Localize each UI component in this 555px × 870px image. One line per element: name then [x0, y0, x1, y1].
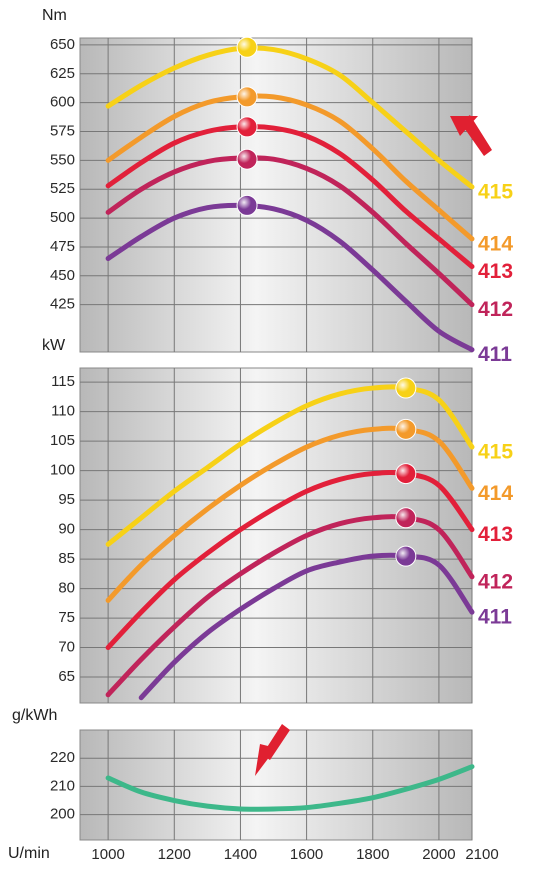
line	[105, 155, 475, 308]
series-label: 413	[478, 260, 513, 283]
peak-shine	[237, 195, 258, 216]
x-tick-label: 1800	[356, 846, 389, 863]
series-label: 414	[478, 232, 513, 255]
y-tick-label: 90	[58, 521, 75, 538]
y-tick-label: 450	[50, 267, 75, 284]
line	[105, 764, 475, 812]
series-label: 415	[478, 441, 513, 464]
line	[105, 45, 475, 190]
y-tick-label: 525	[50, 180, 75, 197]
x-tick-label: 1000	[91, 846, 124, 863]
line	[105, 93, 475, 242]
peak-shine	[237, 116, 258, 137]
y-tick-label: 625	[50, 65, 75, 82]
y-tick-label: 475	[50, 238, 75, 255]
y-tick-label: 100	[50, 462, 75, 479]
y-tick-label: 115	[51, 373, 75, 390]
x-axis-label: U/min	[8, 845, 50, 862]
y-tick-label: 650	[50, 36, 75, 53]
peak-shine	[395, 463, 416, 484]
peak-shine	[237, 86, 258, 107]
y-tick-label: 70	[58, 639, 75, 656]
series-label: 412	[478, 570, 513, 593]
y-tick-label: 425	[50, 296, 75, 313]
x-tick-label: 1200	[158, 846, 191, 863]
y-tick-label: 200	[50, 806, 75, 823]
y-tick-label: 110	[51, 403, 75, 420]
y-tick-label: 80	[58, 580, 75, 597]
peak-shine	[395, 378, 416, 399]
peak-shine	[395, 507, 416, 528]
y-tick-label: 105	[50, 432, 75, 449]
x-tick-label: 2100	[465, 846, 498, 863]
y-tick-label: 75	[58, 609, 75, 626]
y-tick-label: 210	[50, 777, 75, 794]
series-label: 411	[478, 343, 512, 366]
series-label: 415	[478, 180, 513, 203]
line	[105, 202, 475, 353]
y-axis-label: kW	[42, 337, 66, 354]
peak-shine	[237, 149, 258, 170]
y-tick-label: 500	[50, 209, 75, 226]
peak-shine	[395, 546, 416, 567]
down-arrow	[255, 724, 290, 776]
peak-shine	[395, 419, 416, 440]
series-label: 414	[478, 482, 513, 505]
x-tick-label: 1400	[224, 846, 257, 863]
up-arrow	[450, 115, 492, 156]
y-axis-label: g/kWh	[12, 707, 57, 724]
peak-shine	[237, 37, 258, 58]
y-tick-label: 550	[50, 151, 75, 168]
y-tick-label: 220	[50, 749, 75, 766]
plot-area	[79, 367, 473, 704]
series-label: 411	[478, 606, 512, 629]
line	[105, 124, 475, 270]
y-axis-label: Nm	[42, 7, 67, 24]
y-tick-label: 65	[58, 668, 75, 685]
x-tick-label: 2000	[422, 846, 455, 863]
series-label: 413	[478, 523, 513, 546]
series-label: 412	[478, 298, 513, 321]
y-tick-label: 95	[58, 491, 75, 508]
y-tick-label: 600	[50, 94, 75, 111]
y-tick-label: 85	[58, 550, 75, 567]
x-tick-label: 1600	[290, 846, 323, 863]
y-tick-label: 575	[50, 122, 75, 139]
